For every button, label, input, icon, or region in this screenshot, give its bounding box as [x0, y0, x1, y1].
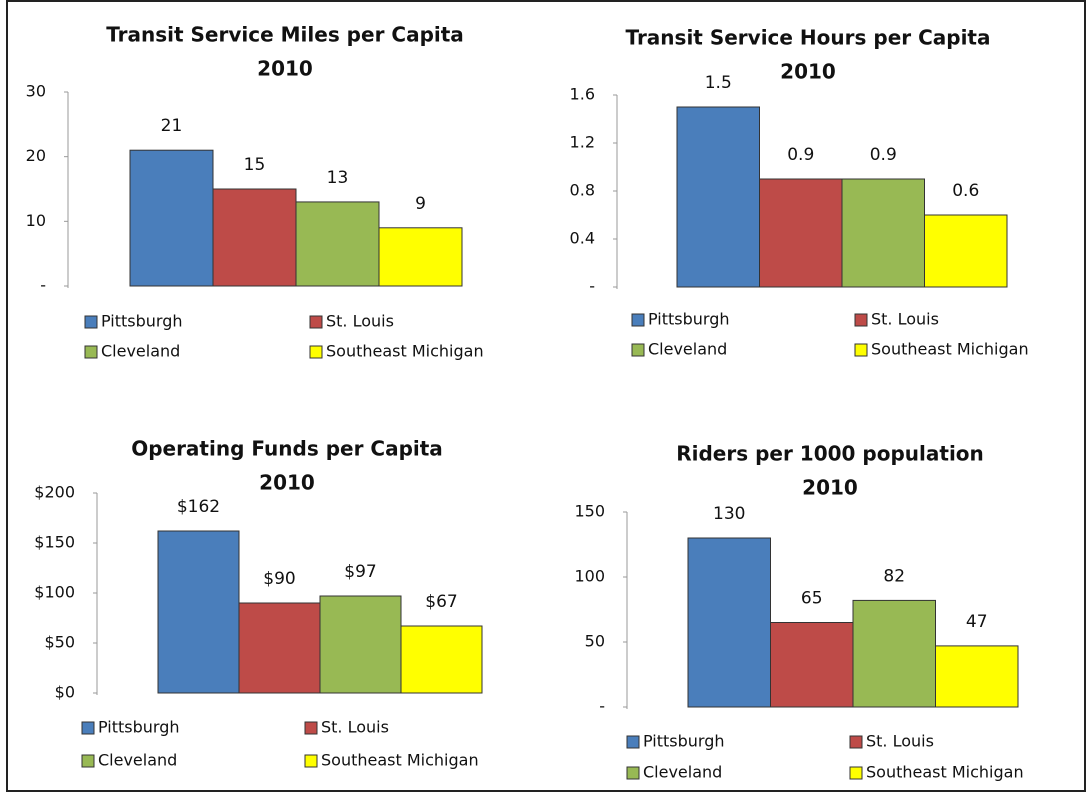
data-label: 0.6: [952, 181, 979, 201]
legend-label: Cleveland: [648, 340, 727, 359]
legend-label: Pittsburgh: [98, 718, 180, 737]
data-label: 0.9: [870, 145, 897, 165]
legend-swatch: [849, 766, 863, 780]
legend-swatch: [304, 721, 318, 735]
data-label: 21: [161, 116, 183, 136]
y-tick-label: $50: [44, 633, 75, 652]
bar: [935, 645, 1019, 708]
y-tick-label: 50: [585, 632, 605, 651]
y-tick-label: 1.6: [570, 85, 595, 104]
chart-title: Operating Funds per Capita: [131, 437, 443, 461]
y-tick-label: 0.8: [570, 181, 595, 200]
bar: [378, 227, 463, 287]
legend-swatch: [81, 754, 95, 768]
bar: [676, 106, 760, 288]
legend-swatch: [631, 313, 645, 327]
chart-subtitle: 2010: [802, 476, 858, 500]
legend-label: St. Louis: [866, 732, 934, 751]
legend-swatch: [626, 766, 640, 780]
bar: [924, 214, 1008, 288]
legend-label: Cleveland: [643, 763, 722, 782]
data-label: 0.9: [787, 145, 814, 165]
data-label: 47: [966, 612, 988, 632]
bar: [770, 622, 854, 708]
legend-label: Pittsburgh: [648, 310, 730, 329]
y-tick-label: -: [40, 276, 46, 295]
data-label: 65: [801, 589, 823, 609]
bar: [295, 201, 380, 287]
bar: [687, 537, 771, 708]
legend-swatch: [309, 345, 323, 359]
data-label: 130: [713, 504, 745, 524]
bar: [841, 178, 925, 288]
bar: [852, 599, 936, 708]
y-tick-label: $100: [34, 583, 75, 602]
bar: [157, 530, 240, 694]
chart-title: Transit Service Hours per Capita: [626, 26, 991, 50]
chart-subtitle: 2010: [780, 60, 836, 84]
legend-swatch: [304, 754, 318, 768]
legend-label: Cleveland: [101, 342, 180, 361]
legend-label: Cleveland: [98, 751, 177, 770]
legend-swatch: [631, 343, 645, 357]
y-tick-label: 100: [574, 567, 605, 586]
legend-label: Southeast Michigan: [866, 763, 1024, 782]
legend-label: St. Louis: [321, 718, 389, 737]
legend-label: Southeast Michigan: [871, 340, 1029, 359]
chart-title: Transit Service Miles per Capita: [106, 23, 464, 47]
legend-swatch: [849, 735, 863, 749]
data-label: $162: [177, 497, 220, 517]
chart-title: Riders per 1000 population: [676, 442, 984, 466]
bar: [238, 602, 321, 694]
bar: [400, 625, 483, 694]
legend-swatch: [84, 315, 98, 329]
data-label: 9: [415, 194, 426, 214]
legend-swatch: [81, 721, 95, 735]
y-tick-label: -: [599, 697, 605, 716]
chart-subtitle: 2010: [259, 471, 315, 495]
y-tick-label: 0.4: [570, 229, 595, 248]
data-label: $97: [344, 562, 376, 582]
data-label: 15: [244, 155, 266, 175]
legend-label: Southeast Michigan: [326, 342, 484, 361]
bar: [759, 178, 843, 288]
y-tick-label: 150: [574, 502, 605, 521]
data-label: 1.5: [705, 73, 732, 93]
legend-swatch: [84, 345, 98, 359]
data-label: 13: [327, 168, 349, 188]
bar: [319, 595, 402, 694]
legend-label: Pittsburgh: [643, 732, 725, 751]
y-tick-label: 30: [26, 82, 46, 101]
legend-label: St. Louis: [871, 310, 939, 329]
y-tick-label: $0: [55, 683, 75, 702]
legend-label: St. Louis: [326, 312, 394, 331]
chart-subtitle: 2010: [257, 57, 313, 81]
data-label: $90: [263, 569, 295, 589]
legend-label: Pittsburgh: [101, 312, 183, 331]
legend-swatch: [854, 313, 868, 327]
y-tick-label: 20: [26, 146, 46, 165]
legend-swatch: [309, 315, 323, 329]
data-label: 82: [883, 566, 905, 586]
data-label: $67: [425, 592, 457, 612]
bar: [129, 149, 214, 287]
legend-swatch: [626, 735, 640, 749]
bar: [212, 188, 297, 287]
legend-label: Southeast Michigan: [321, 751, 479, 770]
legend-swatch: [854, 343, 868, 357]
y-tick-label: 10: [26, 211, 46, 230]
y-tick-label: $150: [34, 533, 75, 552]
y-tick-label: 1.2: [570, 133, 595, 152]
y-tick-label: -: [589, 277, 595, 296]
y-tick-label: $200: [34, 483, 75, 502]
